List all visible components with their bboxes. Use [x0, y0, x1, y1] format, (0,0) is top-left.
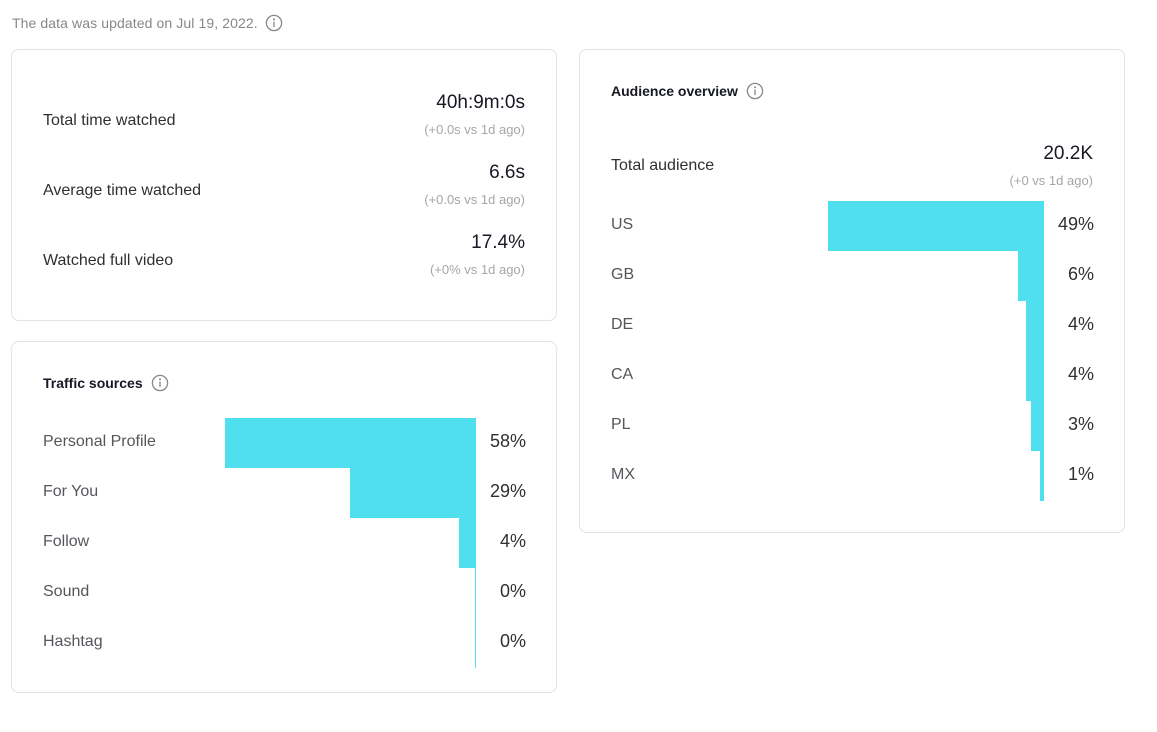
bar-percent: 1% — [1067, 464, 1094, 484]
bar-fill — [828, 201, 1044, 251]
bar-label: Sound — [43, 583, 90, 600]
total-audience-compare: (+0 vs 1d ago) — [1009, 173, 1093, 188]
metric-label: Watched full video — [43, 252, 174, 269]
bar-row: CA 4% — [611, 351, 1094, 401]
bar-fill — [224, 418, 476, 468]
bar-label: MX — [611, 466, 635, 483]
watch-metrics-card: Total time watched 40h:9m:0s (+0.0s vs 1… — [11, 49, 557, 321]
bar-percent: 6% — [1067, 264, 1094, 284]
bar-row: GB 6% — [611, 251, 1094, 301]
bar-label: Personal Profile — [43, 433, 156, 450]
bar-label: CA — [611, 366, 634, 383]
bar-row: Hashtag 0% — [43, 618, 526, 668]
bar-fill — [350, 468, 476, 518]
bar-label: GB — [611, 266, 635, 283]
bar-fill — [1039, 451, 1044, 501]
bar-fill — [1026, 351, 1044, 401]
bar-label: US — [611, 216, 634, 233]
bar-percent: 29% — [489, 481, 526, 501]
bar-fill — [475, 618, 476, 668]
bar-row: DE 4% — [611, 301, 1094, 351]
metric-watched-full-video: Watched full video 17.4% (+0% vs 1d ago) — [43, 232, 525, 288]
traffic-sources-title: Traffic sources — [43, 374, 169, 392]
metric-value: 17.4% — [471, 232, 525, 253]
audience-overview-title: Audience overview — [611, 82, 764, 100]
audience-overview-title-text: Audience overview — [611, 83, 738, 99]
bar-fill — [458, 518, 476, 568]
bar-percent: 4% — [499, 531, 526, 551]
bar-row: PL 3% — [611, 401, 1094, 451]
bar-row: Sound 0% — [43, 568, 526, 618]
bar-row: US 49% — [611, 201, 1094, 251]
bar-row: MX 1% — [611, 451, 1094, 501]
data-update-text: The data was updated on Jul 19, 2022. — [12, 15, 258, 31]
traffic-sources-card: Traffic sources Personal Profile 58% For Y… — [11, 341, 557, 693]
bar-percent: 4% — [1067, 314, 1094, 334]
bar-row: For You 29% — [43, 468, 526, 518]
bar-fill — [1017, 251, 1044, 301]
bar-percent: 4% — [1067, 364, 1094, 384]
metric-compare: (+0.0s vs 1d ago) — [424, 192, 525, 207]
info-circle-icon[interactable] — [151, 374, 169, 392]
audience-overview-card: Audience overview Total audience 20.2K (… — [579, 49, 1125, 533]
metric-compare: (+0% vs 1d ago) — [429, 262, 525, 277]
bar-percent: 0% — [499, 631, 526, 651]
data-update-notice: The data was updated on Jul 19, 2022. — [12, 14, 283, 32]
metric-label: Total time watched — [43, 112, 176, 129]
total-audience-label: Total audience — [611, 157, 715, 174]
metric-compare: (+0.0s vs 1d ago) — [424, 122, 525, 137]
bar-label: Follow — [43, 533, 90, 550]
bar-row: Personal Profile 58% — [43, 418, 526, 468]
metric-value: 40h:9m:0s — [436, 92, 525, 113]
bar-label: Hashtag — [43, 633, 103, 650]
bar-percent: 0% — [499, 581, 526, 601]
bar-percent: 49% — [1057, 214, 1094, 234]
total-audience-value: 20.2K — [1043, 143, 1093, 164]
bar-label: For You — [43, 483, 99, 500]
bar-fill — [1026, 301, 1044, 351]
traffic-sources-title-text: Traffic sources — [43, 375, 143, 391]
metric-value: 6.6s — [489, 162, 525, 183]
bar-row: Follow 4% — [43, 518, 526, 568]
metric-label: Average time watched — [43, 182, 202, 199]
info-circle-icon[interactable] — [746, 82, 764, 100]
info-circle-icon[interactable] — [265, 14, 283, 32]
bar-percent: 3% — [1067, 414, 1094, 434]
bar-fill — [475, 568, 476, 618]
bar-percent: 58% — [489, 431, 526, 451]
bar-label: PL — [611, 416, 631, 433]
metric-average-time-watched: Average time watched 6.6s (+0.0s vs 1d a… — [43, 162, 525, 218]
metric-total-time-watched: Total time watched 40h:9m:0s (+0.0s vs 1… — [43, 92, 525, 148]
bar-fill — [1030, 401, 1044, 451]
bar-label: DE — [611, 316, 634, 333]
